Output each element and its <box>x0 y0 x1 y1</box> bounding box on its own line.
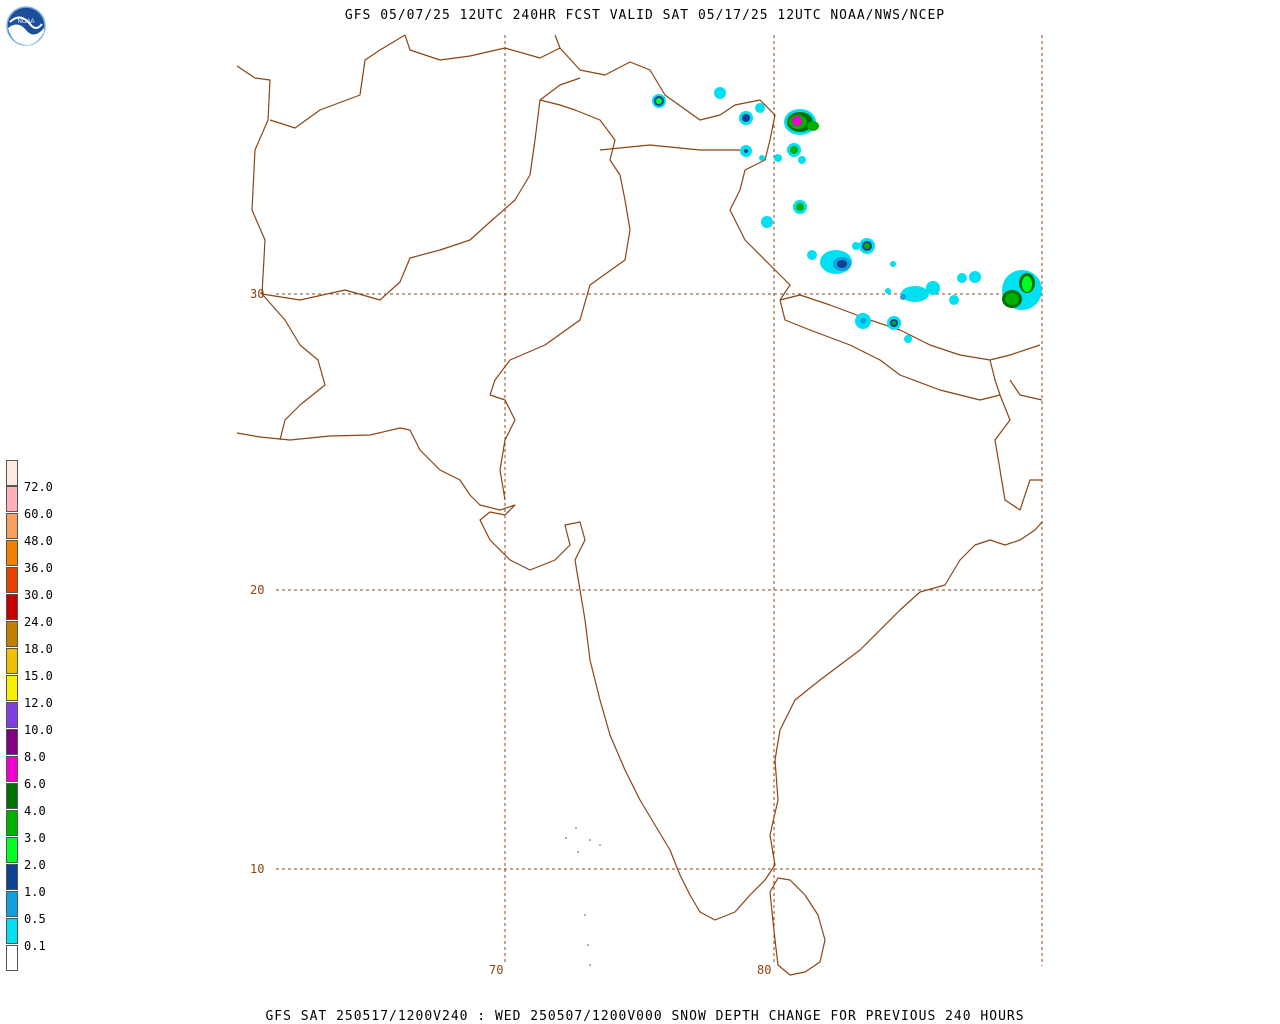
snow-patch <box>890 261 896 267</box>
legend-swatch <box>6 594 18 620</box>
map-title: GFS 05/07/25 12UTC 240HR FCST VALID SAT … <box>344 8 946 23</box>
pakistan-india-border-north <box>489 99 631 396</box>
snow-patch <box>759 155 765 161</box>
legend-swatch <box>6 756 18 782</box>
legend-label: 6.0 <box>24 777 46 791</box>
legend-label: 0.1 <box>24 939 46 953</box>
snow-patch <box>969 271 981 283</box>
snow-patch <box>755 103 765 113</box>
snow-patch <box>798 156 806 164</box>
legend-swatch <box>6 918 18 944</box>
snow-patch <box>793 200 807 214</box>
sri-lanka-coast <box>769 877 826 976</box>
legend-swatch <box>6 460 18 486</box>
snow-patch <box>787 143 801 157</box>
iran-pakistan-border <box>236 65 326 441</box>
snow-patch <box>904 335 912 343</box>
line-of-control <box>599 144 740 151</box>
snow-patch <box>774 154 782 162</box>
snow-patch <box>740 145 752 157</box>
legend-label: 48.0 <box>24 534 53 548</box>
legend-swatch <box>6 837 18 863</box>
bangladesh-border <box>989 359 1042 511</box>
legend-label: 0.5 <box>24 912 46 926</box>
lakshadweep-islands <box>565 827 601 966</box>
legend-swatch <box>6 567 18 593</box>
lat-label-10: 10 <box>250 862 264 876</box>
snow-patch <box>652 94 666 108</box>
coastline <box>236 427 1043 921</box>
snow-patch <box>852 242 860 250</box>
legend-swatch <box>6 729 18 755</box>
snow-patch <box>714 87 726 99</box>
legend-label: 60.0 <box>24 507 53 521</box>
nepal-south-border <box>779 299 1001 401</box>
kashmir-china-border <box>719 99 791 301</box>
lon-label-80: 80 <box>757 963 771 977</box>
afghanistan-pakistan-border <box>261 77 581 301</box>
legend-swatch <box>6 783 18 809</box>
legend-swatch <box>6 540 18 566</box>
legend-label: 72.0 <box>24 480 53 494</box>
legend-label: 4.0 <box>24 804 46 818</box>
afghanistan-north-border-2 <box>404 34 561 61</box>
legend-swatch <box>6 702 18 728</box>
lon-label-70: 70 <box>489 963 503 977</box>
snow-patch <box>739 111 753 125</box>
legend-label: 24.0 <box>24 615 53 629</box>
legend-label: 15.0 <box>24 669 53 683</box>
political-boundaries <box>236 34 1043 976</box>
snow-patch <box>949 295 959 305</box>
snow-patch <box>900 281 940 302</box>
noaa-logo-text: NOAA <box>17 19 34 25</box>
map-footer: GFS SAT 250517/1200V240 : WED 250507/120… <box>265 1009 1025 1024</box>
snow-patch <box>1002 270 1042 310</box>
legend-swatch <box>6 864 18 890</box>
lat-label-30: 30 <box>250 287 264 301</box>
legend-label: 18.0 <box>24 642 53 656</box>
bhutan-border <box>1009 379 1043 401</box>
snow-patch <box>887 316 901 330</box>
legend-swatch <box>6 945 18 971</box>
pakistan-india-border-south <box>489 394 516 501</box>
legend-label: 3.0 <box>24 831 46 845</box>
nepal-north-border <box>779 294 1041 361</box>
legend-label: 30.0 <box>24 588 53 602</box>
lat-label-20: 20 <box>250 583 264 597</box>
snow-patch <box>761 216 773 228</box>
legend-swatch <box>6 621 18 647</box>
legend-label: 1.0 <box>24 885 46 899</box>
snow-patch <box>957 273 967 283</box>
legend-swatch <box>6 675 18 701</box>
legend-swatch <box>6 486 18 512</box>
legend-swatch <box>6 810 18 836</box>
snow-patch <box>855 313 871 329</box>
legend-label: 12.0 <box>24 696 53 710</box>
snow-patch <box>885 288 891 294</box>
legend-label: 10.0 <box>24 723 53 737</box>
snow-patch <box>807 250 852 274</box>
noaa-logo-icon: NOAA <box>6 6 46 46</box>
legend-label: 8.0 <box>24 750 46 764</box>
snow-patch <box>784 109 819 135</box>
legend-swatch <box>6 891 18 917</box>
wakhan-border <box>559 47 721 121</box>
snow-depth-patches <box>652 87 1042 343</box>
legend-swatch <box>6 513 18 539</box>
legend-label: 2.0 <box>24 858 46 872</box>
legend-label: 36.0 <box>24 561 53 575</box>
legend-swatch <box>6 648 18 674</box>
graticule <box>276 35 1043 966</box>
snow-patch <box>859 238 875 254</box>
afghanistan-north-border <box>269 34 406 129</box>
